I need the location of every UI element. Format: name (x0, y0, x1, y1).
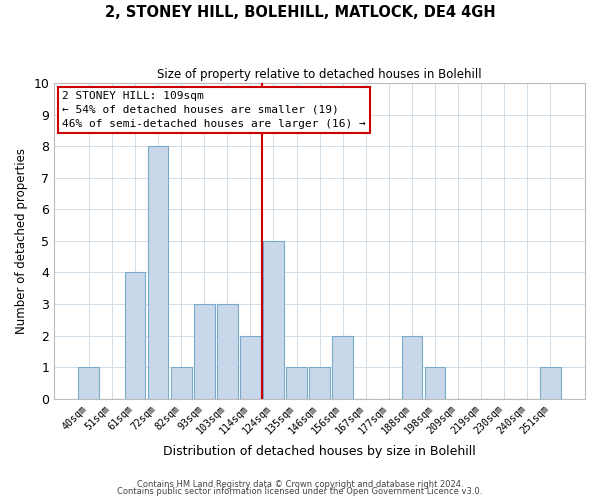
Text: 2 STONEY HILL: 109sqm
← 54% of detached houses are smaller (19)
46% of semi-deta: 2 STONEY HILL: 109sqm ← 54% of detached … (62, 91, 366, 129)
Text: Contains public sector information licensed under the Open Government Licence v3: Contains public sector information licen… (118, 488, 482, 496)
Bar (263, 241, 284, 399)
Title: Size of property relative to detached houses in Bolehill: Size of property relative to detached ho… (157, 68, 482, 80)
Bar (217, 304, 238, 399)
Bar (194, 304, 215, 399)
Bar (286, 367, 307, 399)
Text: Contains HM Land Registry data © Crown copyright and database right 2024.: Contains HM Land Registry data © Crown c… (137, 480, 463, 489)
Bar (332, 336, 353, 399)
Bar (309, 367, 330, 399)
Bar (540, 367, 561, 399)
Bar (125, 272, 145, 399)
Bar (240, 336, 261, 399)
X-axis label: Distribution of detached houses by size in Bolehill: Distribution of detached houses by size … (163, 444, 476, 458)
Bar (401, 336, 422, 399)
Bar (148, 146, 169, 399)
Text: 2, STONEY HILL, BOLEHILL, MATLOCK, DE4 4GH: 2, STONEY HILL, BOLEHILL, MATLOCK, DE4 4… (104, 5, 496, 20)
Bar (425, 367, 445, 399)
Bar (171, 367, 191, 399)
Bar (79, 367, 99, 399)
Y-axis label: Number of detached properties: Number of detached properties (15, 148, 28, 334)
